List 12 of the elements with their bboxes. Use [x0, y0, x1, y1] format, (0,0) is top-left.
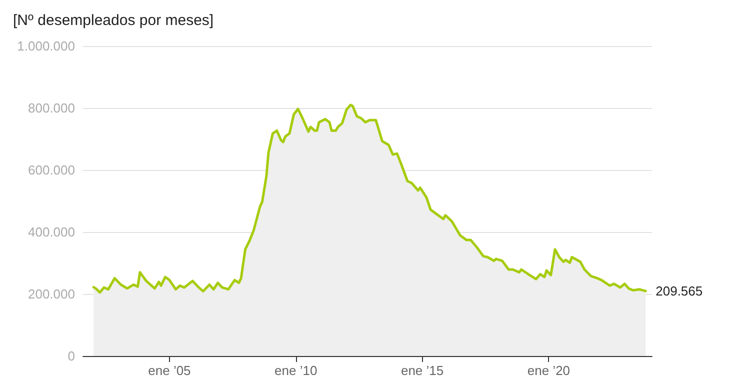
y-tick-label: 200.000 — [28, 286, 75, 302]
y-tick-label: 800.000 — [28, 100, 75, 116]
x-tick-label: ene ’15 — [400, 363, 444, 378]
y-tick-label: 400.000 — [28, 224, 75, 240]
y-tick-label: 1.000.000 — [17, 38, 75, 54]
x-tick-label: ene ’20 — [527, 363, 570, 378]
chart-title: [Nº desempleados por meses] — [13, 12, 214, 29]
y-tick-label: 600.000 — [28, 162, 75, 178]
x-tick-label: ene ’05 — [148, 363, 191, 378]
annotation: 209.565 — [656, 284, 703, 299]
x-tick-label: ene ’10 — [274, 363, 318, 378]
y-tick-label: 0 — [68, 348, 75, 364]
